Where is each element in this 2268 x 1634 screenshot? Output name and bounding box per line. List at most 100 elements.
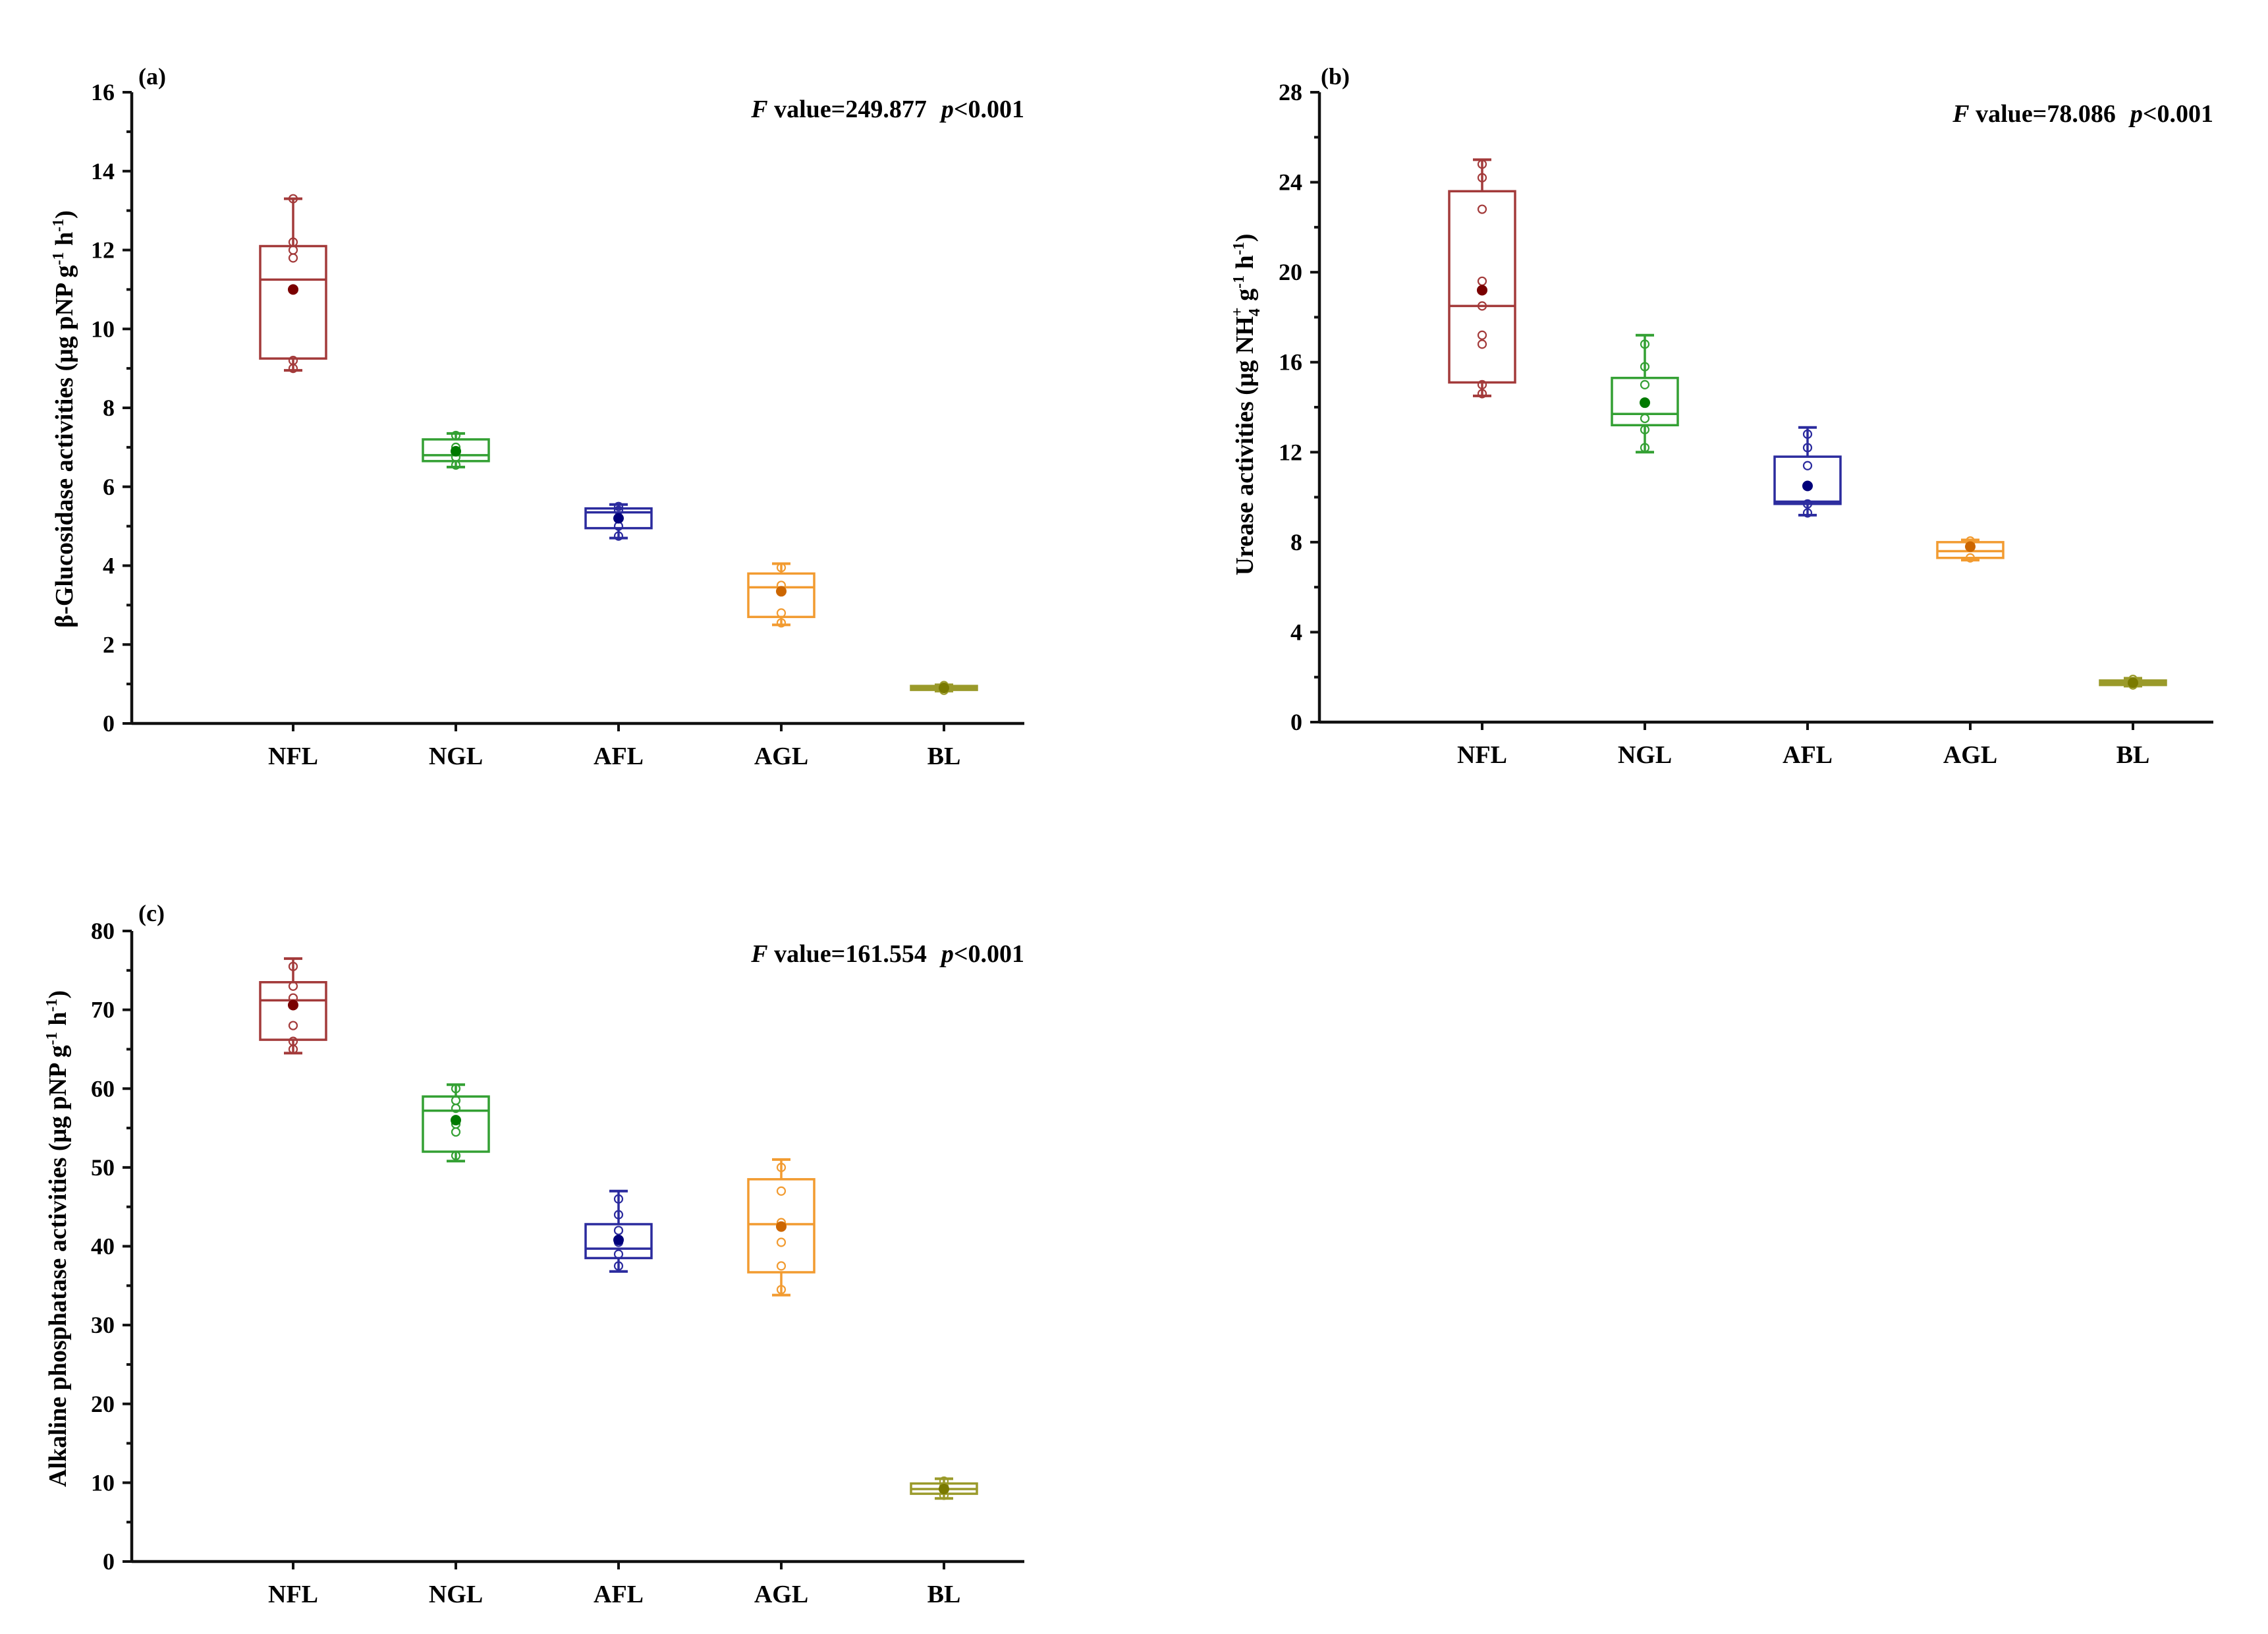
x-category-label: BL: [927, 1581, 961, 1608]
x-category-label: AGL: [1943, 741, 1997, 769]
data-point: [613, 1261, 624, 1271]
data-point: [1802, 429, 1813, 439]
data-point: [1477, 380, 1487, 389]
y-tick-label: 60: [91, 1075, 115, 1102]
mean-marker: [939, 683, 949, 694]
data-point: [1477, 173, 1487, 183]
anova-annotation: F value=249.877 p<0.001: [750, 96, 1024, 123]
data-point: [776, 618, 787, 628]
data-point: [1477, 204, 1487, 214]
data-point: [776, 563, 787, 573]
panel-label: (c): [138, 900, 165, 926]
p-value: <0.001: [2143, 100, 2213, 128]
y-tick-label: 40: [91, 1233, 115, 1260]
y-tick-label: 0: [103, 710, 115, 737]
mean-marker: [613, 1234, 624, 1245]
box-iqr: [584, 507, 653, 530]
data-point: [1640, 380, 1650, 389]
y-tick-label: 0: [103, 1548, 115, 1575]
data-point: [1802, 443, 1813, 453]
data-point: [1802, 499, 1813, 509]
data-point: [288, 245, 298, 255]
y-axis-label: β-Glucosidase activities (μg pNP g-1 h-1…: [50, 210, 78, 628]
x-category-label: AFL: [1783, 741, 1833, 769]
mean-marker: [451, 445, 461, 457]
f-symbol: F: [750, 940, 767, 968]
panel-b: (b) F value=78.086 p<0.001 Urease activit…: [1229, 63, 2213, 769]
y-tick-label: 0: [1290, 709, 1302, 735]
mean-marker: [613, 513, 624, 524]
x-category-label: AFL: [594, 743, 644, 770]
data-point: [1640, 339, 1650, 349]
mean-marker: [1965, 541, 1976, 552]
y-tick-label: 12: [91, 237, 115, 264]
data-point: [288, 1036, 298, 1046]
x-category-label: AGL: [754, 743, 808, 770]
anova-annotation: F value=161.554 p<0.001: [750, 940, 1024, 968]
y-tick-label: 8: [1290, 529, 1302, 555]
y-tick-label: 30: [91, 1312, 115, 1338]
y-tick-label: 14: [91, 158, 115, 184]
panel-label: (b): [1321, 63, 1350, 90]
data-point: [288, 253, 298, 263]
data-point: [288, 1021, 298, 1030]
data-point: [1965, 553, 1976, 563]
data-point: [288, 356, 298, 366]
data-point: [1640, 443, 1650, 453]
f-symbol: F: [1952, 100, 1969, 128]
data-point: [1802, 508, 1813, 518]
y-tick-label: 70: [91, 997, 115, 1023]
data-point: [288, 961, 298, 971]
data-point: [1640, 362, 1650, 372]
mean-marker: [939, 1483, 949, 1494]
data-point: [613, 531, 624, 541]
x-category-label: NFL: [268, 1581, 318, 1608]
y-axis-label: Urease activities (μg NH4+ g-1 h-1): [1229, 234, 1263, 576]
data-point: [288, 237, 298, 247]
y-tick-label: 4: [103, 553, 115, 579]
y-tick-label: 6: [103, 474, 115, 500]
y-tick-label: 4: [1290, 619, 1302, 645]
mean-marker: [451, 1115, 461, 1126]
data-point: [1640, 425, 1650, 435]
p-symbol: p: [2128, 100, 2143, 128]
y-tick-label: 10: [91, 316, 115, 342]
data-point: [1477, 301, 1487, 311]
x-category-label: NFL: [268, 743, 318, 770]
panel-c: (c) F value=161.554 p<0.001 Alkaline phos…: [43, 900, 1024, 1608]
data-point: [776, 1261, 787, 1271]
x-category-label: NGL: [1618, 741, 1672, 769]
mean-marker: [288, 1000, 298, 1011]
f-symbol: F: [750, 96, 767, 123]
y-tick-label: 16: [91, 79, 115, 105]
panel-label: (a): [138, 63, 166, 90]
data-point: [1477, 330, 1487, 340]
x-category-label: BL: [2116, 741, 2150, 769]
x-category-label: AGL: [754, 1581, 808, 1608]
data-point: [1477, 276, 1487, 286]
y-tick-label: 80: [91, 918, 115, 944]
p-symbol: p: [939, 940, 954, 968]
x-category-label: NGL: [429, 1581, 483, 1608]
x-category-label: NGL: [429, 743, 483, 770]
mean-marker: [1640, 397, 1650, 408]
data-point: [288, 194, 298, 204]
mean-marker: [1477, 285, 1487, 296]
data-point: [451, 430, 461, 441]
f-value: value=249.877: [768, 96, 927, 123]
y-tick-label: 12: [1279, 439, 1302, 465]
data-point: [451, 1096, 461, 1106]
data-point: [1477, 159, 1487, 169]
x-category-label: BL: [927, 743, 961, 770]
mean-marker: [1802, 480, 1813, 492]
box-iqr: [1448, 190, 1516, 384]
data-point: [613, 501, 624, 511]
box-iqr: [1773, 455, 1842, 505]
anova-annotation: F value=78.086 p<0.001: [1952, 100, 2213, 128]
x-category-label: AFL: [594, 1581, 644, 1608]
data-point: [451, 1084, 461, 1094]
data-point: [776, 608, 787, 618]
data-point: [613, 1249, 624, 1259]
y-tick-label: 20: [1279, 259, 1302, 285]
